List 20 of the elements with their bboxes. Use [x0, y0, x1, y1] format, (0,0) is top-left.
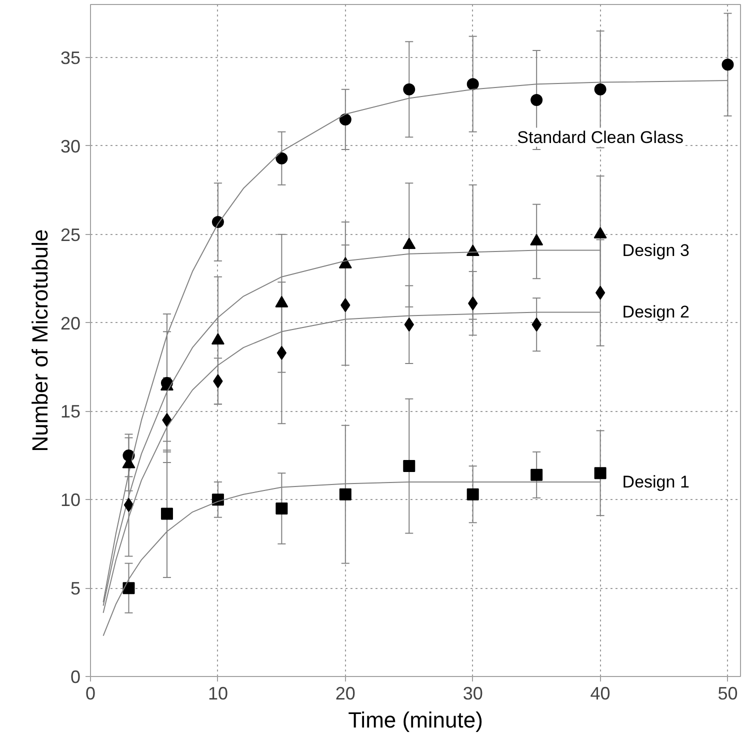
x-axis-title: Time (minute) — [348, 708, 483, 732]
y-tick-label: 25 — [60, 224, 81, 245]
y-tick-label: 35 — [60, 48, 81, 68]
series-label: Design 2 — [622, 302, 690, 322]
x-tick-label: 40 — [590, 684, 610, 704]
y-tick-label: 5 — [70, 578, 81, 599]
series-label: Standard Clean Glass — [517, 128, 684, 147]
x-tick-label: 10 — [208, 684, 228, 704]
y-tick-label: 30 — [60, 136, 81, 156]
x-tick-label: 50 — [718, 684, 738, 704]
x-tick-label: 20 — [335, 684, 356, 704]
series-label: Design 1 — [622, 472, 690, 492]
y-tick-label: 20 — [60, 313, 81, 334]
y-tick-label: 10 — [60, 490, 81, 510]
series-label: Design 3 — [622, 240, 690, 260]
y-axis-title: Number of Microtubule — [27, 229, 52, 452]
x-tick-label: 30 — [462, 684, 483, 704]
x-tick-label: 0 — [85, 684, 96, 704]
y-tick-label: 15 — [60, 402, 81, 422]
y-tick-label: 0 — [70, 667, 81, 687]
